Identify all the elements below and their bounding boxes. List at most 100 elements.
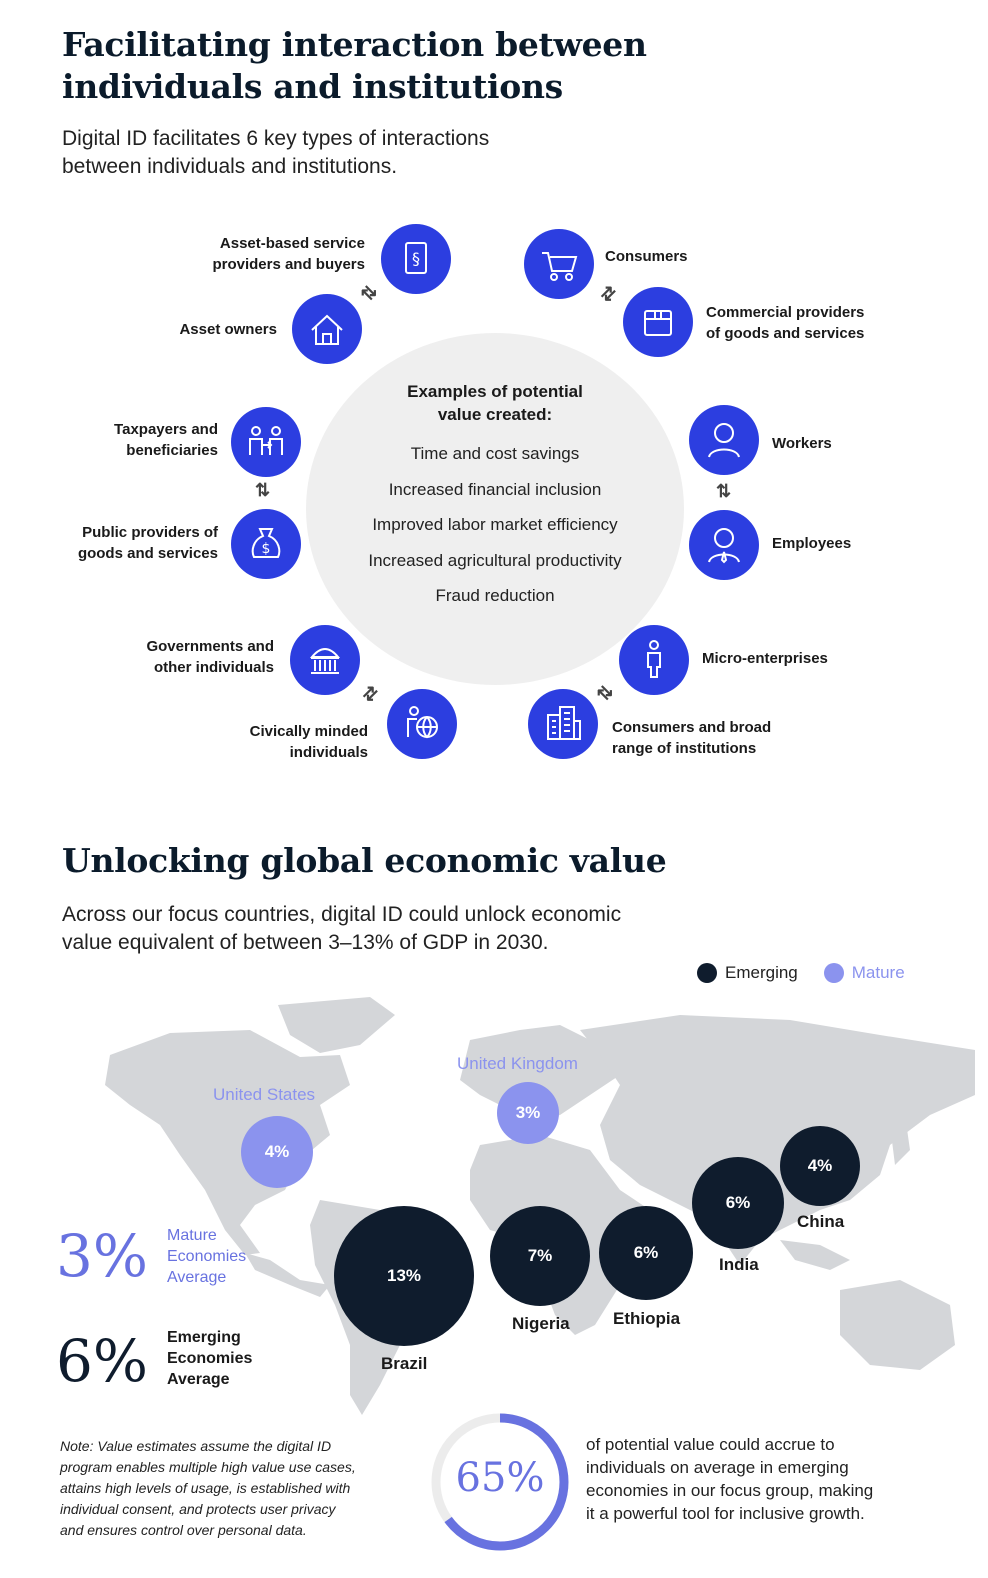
country-label: Brazil [381,1354,428,1373]
label-asset-owners: Asset owners [179,321,277,338]
shopping-cart-icon [524,229,594,299]
exchange-arrow-icon: ⇅ [595,281,621,307]
note-line3: attains high levels of usage, is establi… [60,1480,351,1496]
country-label: China [797,1212,845,1231]
label-civic: Civically minded individuals [180,721,368,763]
section1-title-line2: individuals and institutions [62,67,563,106]
emerging-average-line3: Average [167,1371,230,1388]
world-map [105,997,975,1415]
country-bubble: 3% [497,1082,559,1144]
exchange-arrow-icon: ⇅ [255,480,271,500]
note: Note: Value estimates assume the digital… [60,1436,400,1541]
section2-subtitle: Across our focus countries, digital ID c… [62,901,621,957]
section1-title: Facilitating interaction between individ… [62,24,647,108]
stat-value: 65% [455,1455,545,1501]
label-commercial-line2: of goods and services [706,325,865,342]
note-line1: Note: Value estimates assume the digital… [60,1438,332,1454]
svg-text:§: § [412,249,420,268]
center-item: Improved labor market efficiency [372,515,618,534]
label-micro: Micro-enterprises [702,650,828,667]
country-label: United Kingdom [457,1054,578,1073]
country-bubble: 13% [334,1206,474,1346]
country-bubble: 7% [490,1206,590,1306]
label-asset-service: Asset-based service providers and buyers [150,233,365,275]
person-icon [689,405,759,475]
legend-mature-label: Mature [851,963,905,982]
mature-average-line1: Mature [167,1227,217,1244]
label-governments: Governments and other individuals [90,636,274,678]
label-public-line2: goods and services [77,545,218,562]
standing-person-icon [619,625,689,695]
section2-subtitle-line2: value equivalent of between 3–13% of GDP… [62,931,549,954]
section2-title: Unlocking global economic value [62,841,667,880]
svg-text:$: $ [262,541,271,557]
government-building-icon [290,625,360,695]
section2-subtitle-line1: Across our focus countries, digital ID c… [62,903,622,926]
note-line4: individual consent, and protects user pr… [60,1501,336,1517]
house-icon [292,294,362,364]
country-bubble: 6% [692,1157,784,1249]
section1-subtitle-line1: Digital ID facilitates 6 key types of in… [62,127,490,150]
center-title: Examples of potential value created: [345,380,645,426]
note-line2: program enables multiple high value use … [60,1459,356,1475]
label-commercial: Commercial providers of goods and servic… [706,302,864,344]
label-governments-line2: other individuals [153,659,274,676]
center-item: Time and cost savings [410,444,580,463]
note-line5: and ensures control over personal data. [60,1522,307,1538]
country-bubble: 4% [780,1126,860,1206]
label-governments-line1: Governments and [146,638,274,655]
label-employees: Employees [772,535,852,552]
country-label: Ethiopia [613,1309,681,1328]
stat-donut-arc [431,1413,569,1551]
label-taxpayers-line1: Taxpayers and [114,421,218,438]
country-label: India [719,1255,759,1274]
label-workers: Workers [772,435,832,452]
center-item: Increased agricultural productivity [368,551,622,570]
mature-average-line3: Average [167,1269,227,1286]
emerging-average-label: Emerging Economies Average [167,1327,252,1390]
document-section-icon: § [381,224,451,294]
mature-average-value: 3% [56,1222,149,1290]
label-broad-line1: Consumers and broad [612,719,772,736]
country-bubble: 6% [599,1206,693,1300]
stat-text: of potential value could accrue to indiv… [586,1433,873,1525]
legend-emerging-label: Emerging [725,963,798,982]
stat-donut [431,1413,569,1551]
label-consumers: Consumers [605,248,688,265]
label-broad: Consumers and broad range of institution… [612,717,771,759]
label-civic-line1: Civically minded [249,723,368,740]
center-title-line1: Examples of potential [407,382,583,401]
label-taxpayers: Taxpayers and beneficiaries [60,419,218,461]
stat-text-line1: of potential value could accrue to [586,1435,835,1454]
section1-subtitle: Digital ID facilitates 6 key types of in… [62,125,489,181]
label-commercial-line1: Commercial providers [706,304,865,321]
center-item: Fraud reduction [435,586,555,605]
mature-average-label: Mature Economies Average [167,1225,246,1288]
employee-icon [689,510,759,580]
country-bubble: 4% [241,1116,313,1188]
country-label: United States [213,1085,316,1104]
legend: Emerging Mature [697,963,905,983]
label-public: Public providers of goods and services [40,522,218,564]
stat-text-line3: economies in our focus group, making [586,1481,874,1500]
section1-title-line1: Facilitating interaction between [62,25,647,64]
exchange-arrow-icon: ⇅ [716,481,732,501]
stat-text-line4: it a powerful tool for inclusive growth. [586,1504,865,1523]
stat-text-line2: individuals on average in emerging [586,1458,849,1477]
label-asset-service-line1: Asset-based service [219,235,365,252]
person-globe-icon [387,689,457,759]
legend-mature-swatch [823,963,844,983]
exchange-arrow-icon: ⇅ [357,681,383,707]
emerging-average-value: 6% [56,1327,149,1395]
money-bag-icon: $ [231,509,301,579]
label-broad-line2: range of institutions [612,740,757,757]
center-title-line2: value created: [437,405,553,424]
mature-average-line2: Economies [167,1248,247,1265]
label-asset-service-line2: providers and buyers [212,256,365,273]
value-center-disc [306,333,684,685]
label-public-line1: Public providers of [82,524,218,541]
city-buildings-icon [528,689,598,759]
center-item: Increased financial inclusion [388,480,602,499]
emerging-average-line1: Emerging [167,1329,241,1346]
package-icon [623,287,693,357]
